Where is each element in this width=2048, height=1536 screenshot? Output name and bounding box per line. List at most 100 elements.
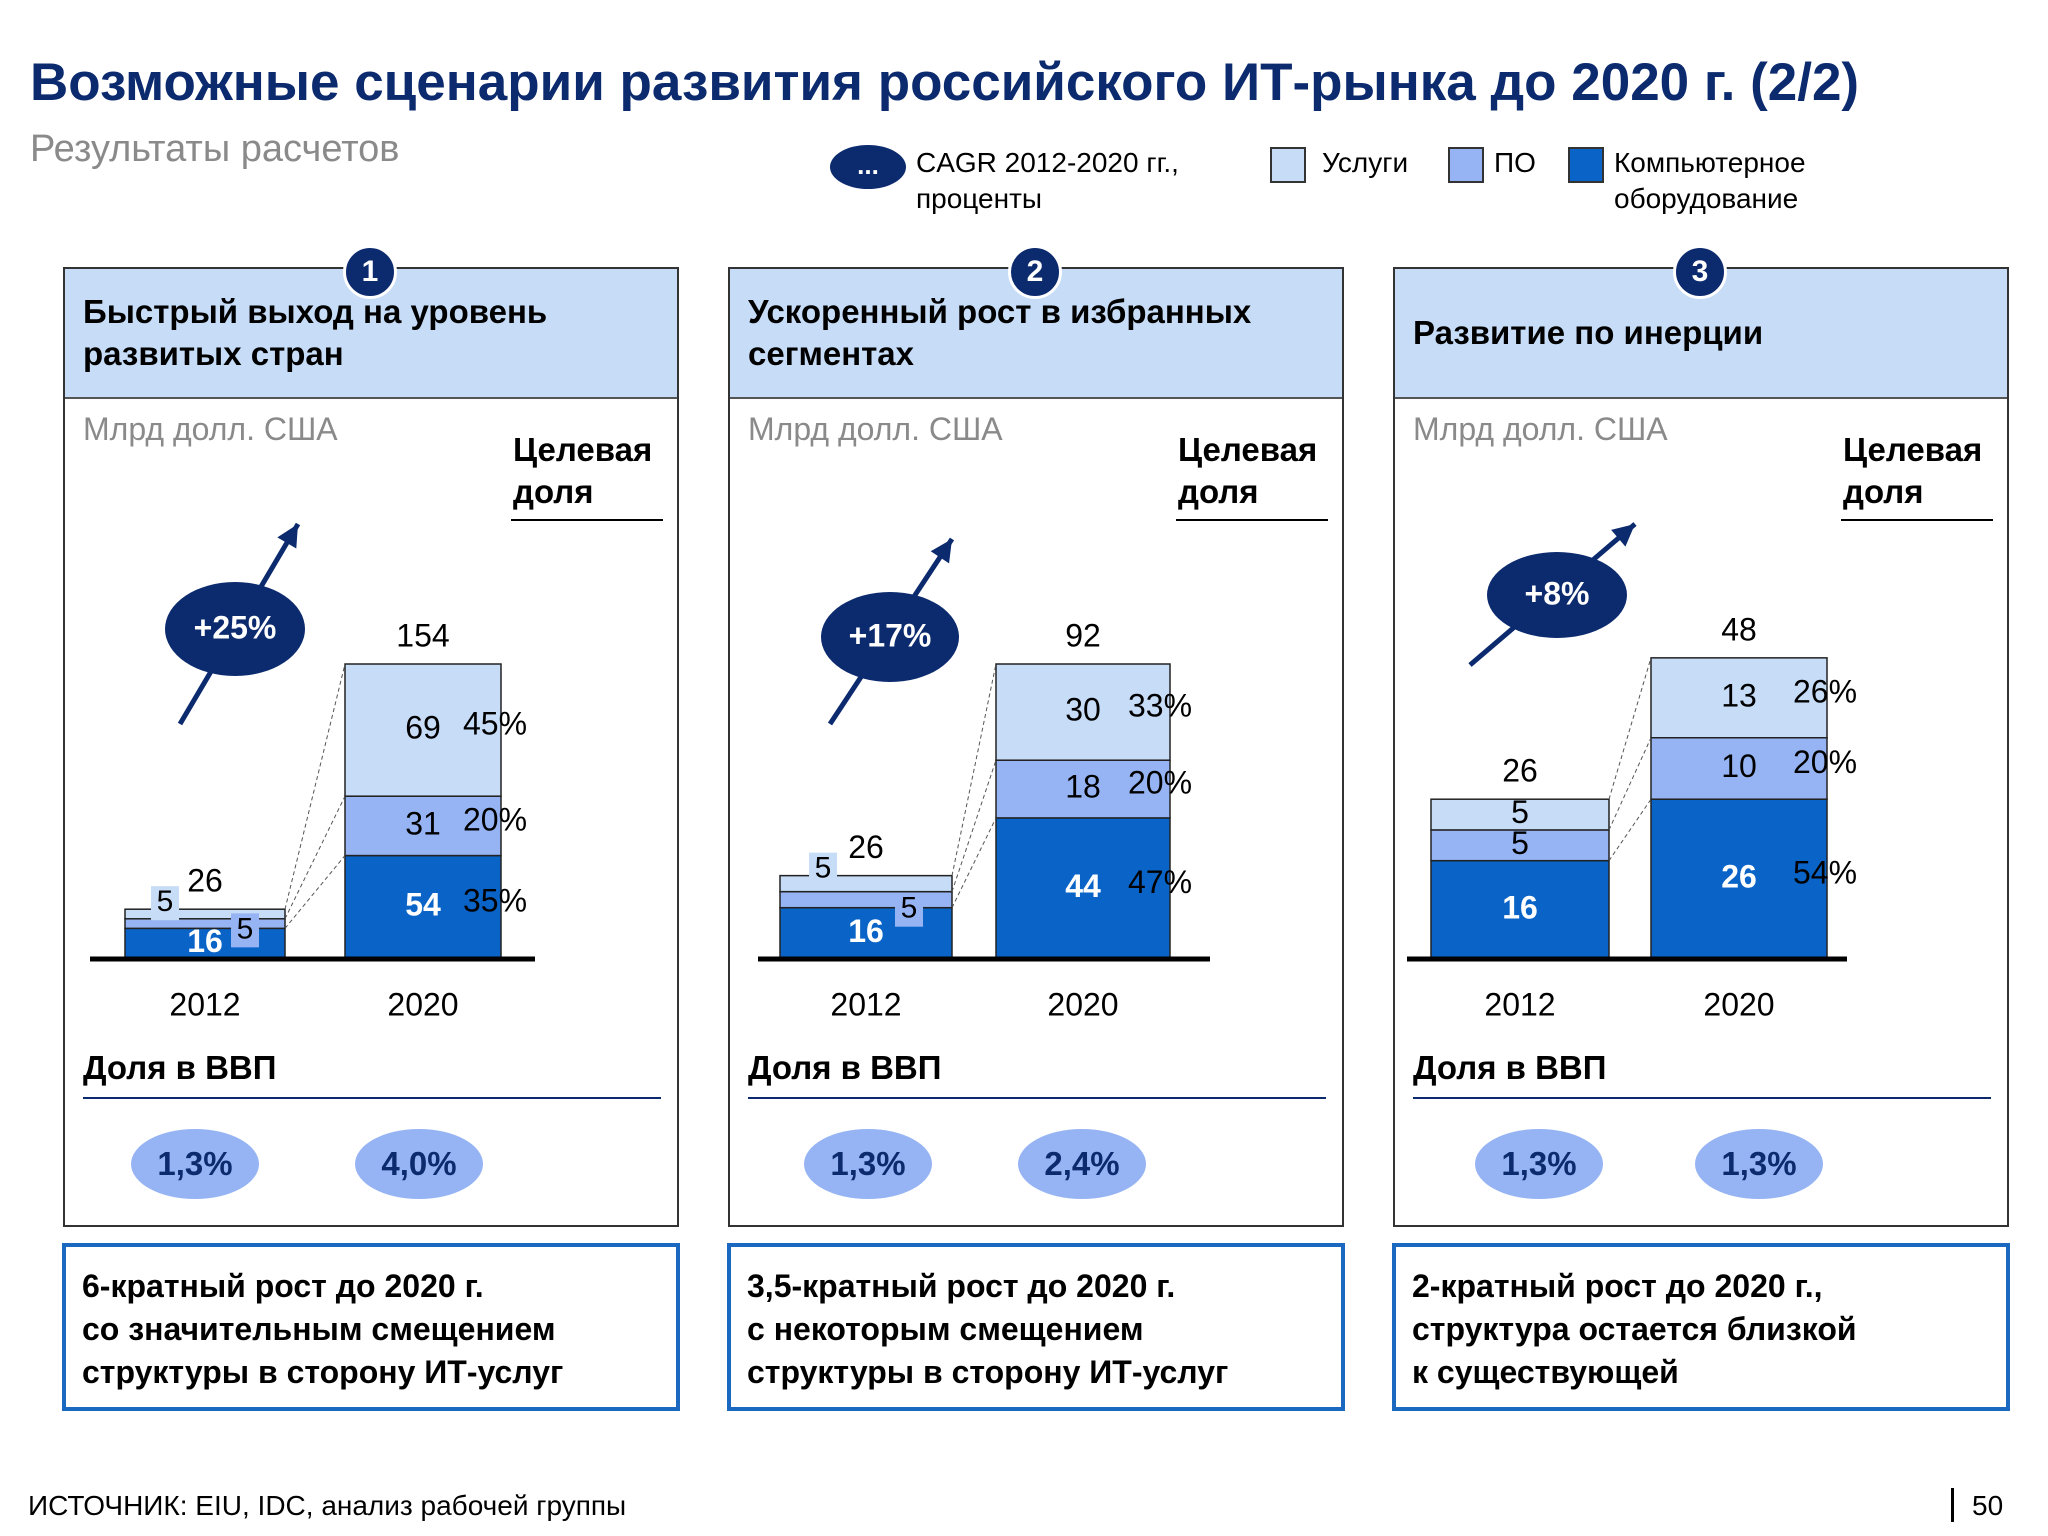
conclusion-text: 2-кратный рост до 2020 г., структура ост… [1412,1265,1857,1394]
legend-cagr-label-2: проценты [916,183,1043,214]
segment-value-label: 30 [1065,692,1101,728]
x-tick-label: 2012 [169,986,240,1022]
gdp-share-label: Доля в ВВП [83,1049,277,1086]
cagr-label: +17% [849,617,932,653]
scenario-panel-1: Быстрый выход на уровень развитых стран 1… [63,245,679,1227]
bar-segment [779,874,953,893]
target-share-header: Целевая доля [1843,429,1982,513]
target-share-line-1: Целевая [1178,431,1318,468]
panel-header-text: Ускоренный рост в избранных сегментах [748,269,1324,397]
gdp-share-2020: 1,3% [1695,1129,1823,1199]
x-tick-label: 2020 [1047,986,1118,1022]
bar-segment [1430,829,1610,862]
target-share-line-1: Целевая [513,431,653,468]
segment-value-label: 5 [1511,794,1529,830]
segment-value-label: 13 [1721,677,1757,713]
panel-header: Развитие по инерции [1395,269,2007,399]
connector-line [1608,798,1652,861]
target-share-value: 47% [1128,864,1192,900]
small-segment-label-bg [809,852,837,887]
bar-total-label: 26 [1502,753,1538,789]
target-share-value: 33% [1128,688,1192,724]
gdp-share-2012: 1,3% [804,1129,932,1199]
target-share-value: 35% [463,883,527,919]
conclusion-line-2: со значительным смещением [82,1311,556,1347]
segment-value-label: 69 [405,710,441,746]
segment-value-label: 5 [1511,825,1529,861]
panel-header-line-2: развитых стран [83,335,344,372]
gdp-share-label: Доля в ВВП [1413,1049,1607,1086]
scenario-panel-2: Ускоренный рост в избранных сегментах 2 М… [728,245,1344,1227]
bar-total-label: 154 [396,617,449,653]
panel-header-line-2: сегментах [748,335,915,372]
stacked-bar-chart: 26 2012 48 2020 16 55 26 10 13 54% 20% 26% +8% [1407,522,1857,1022]
segment-value-label: 10 [1721,748,1757,784]
segment-value-label: 5 [815,852,832,885]
conclusion-line-1: 2-кратный рост до 2020 г., [1412,1268,1823,1304]
conclusion-text: 3,5-кратный рост до 2020 г. с некоторым … [747,1265,1228,1394]
legend-hardware-label-2: оборудование [1614,183,1799,214]
target-share-line-2: доля [1178,473,1259,510]
bar-segment [124,908,286,920]
growth-arrow-head [930,539,952,564]
target-share-value: 26% [1793,673,1857,709]
target-share-underline [1176,519,1328,521]
cagr-oval [165,582,305,676]
legend-services-label: Услуги [1322,147,1409,178]
unit-label: Млрд долл. США [1413,411,1668,447]
page-subtitle: Результаты расчетов [30,128,400,170]
cagr-label: +25% [194,609,277,645]
bar-segment [995,759,1171,819]
unit-label: Млрд долл. США [748,411,1003,447]
conclusion-text: 6-кратный рост до 2020 г. со значительны… [82,1265,563,1394]
conclusion-line-1: 3,5-кратный рост до 2020 г. [747,1268,1176,1304]
bar-segment [1430,798,1610,831]
conclusion-line-1: 6-кратный рост до 2020 г. [82,1268,484,1304]
legend-cagr-label-1: CAGR 2012-2020 гг., [916,147,1179,178]
page-number: 50 [1972,1490,2004,1521]
bar-total-label: 48 [1721,611,1757,647]
cagr-oval [821,592,959,682]
scenario-number-badge: 1 [343,245,397,299]
small-segment-label-bg [895,892,923,927]
conclusion-line-3: структуры в сторону ИТ-услуг [82,1354,564,1390]
small-segment-label-bg [151,886,179,921]
panel-header-text: Развитие по инерции [1413,269,1989,397]
connector-line [1608,737,1652,831]
bar-total-label: 92 [1065,617,1101,653]
gdp-share-underline [748,1097,1326,1099]
segment-value-label: 16 [848,913,884,949]
legend-software-swatch [1448,147,1484,183]
segment-value-label: 44 [1065,868,1101,904]
x-tick-label: 2020 [1703,986,1774,1022]
segment-value-label: 16 [187,923,223,959]
bar-segment [779,906,953,960]
legend-software-label: ПО [1494,147,1536,178]
panel-header: Ускоренный рост в избранных сегментах [730,269,1342,399]
page-title: Возможные сценарии развития российского … [30,53,1860,112]
connector-line [951,760,997,892]
stacked-bar-chart: 26 2012 92 2020 16 5 5 44 18 30 47% 20% 33% +17% [758,537,1210,1022]
connector-line [951,663,997,876]
growth-arrow-head [277,524,298,549]
target-share-line-1: Целевая [1843,431,1983,468]
connector-line [951,817,997,908]
bar-total-label: 26 [187,863,223,899]
bar-segment [1650,798,1828,960]
x-tick-label: 2012 [1484,986,1555,1022]
unit-label: Млрд долл. США [83,411,338,447]
conclusion-line-2: структура остается близкой [1412,1311,1857,1347]
x-tick-label: 2012 [830,986,901,1022]
connector-line [1608,657,1652,800]
bar-segment [1650,657,1828,739]
source-note: ИСТОЧНИК: EIU, IDC, анализ рабочей групп… [28,1490,627,1521]
bar-total-label: 26 [848,829,884,865]
conclusion-line-2: с некоторым смещением [747,1311,1144,1347]
bar-segment [1650,737,1828,800]
segment-value-label: 31 [405,805,441,841]
small-segment-label-bg [231,913,259,948]
target-share-underline [511,519,663,521]
connector-line [284,795,346,919]
conclusion-box-1: 6-кратный рост до 2020 г. со значительны… [62,1243,680,1411]
panel-header-line-1: Развитие по инерции [1413,314,1764,351]
